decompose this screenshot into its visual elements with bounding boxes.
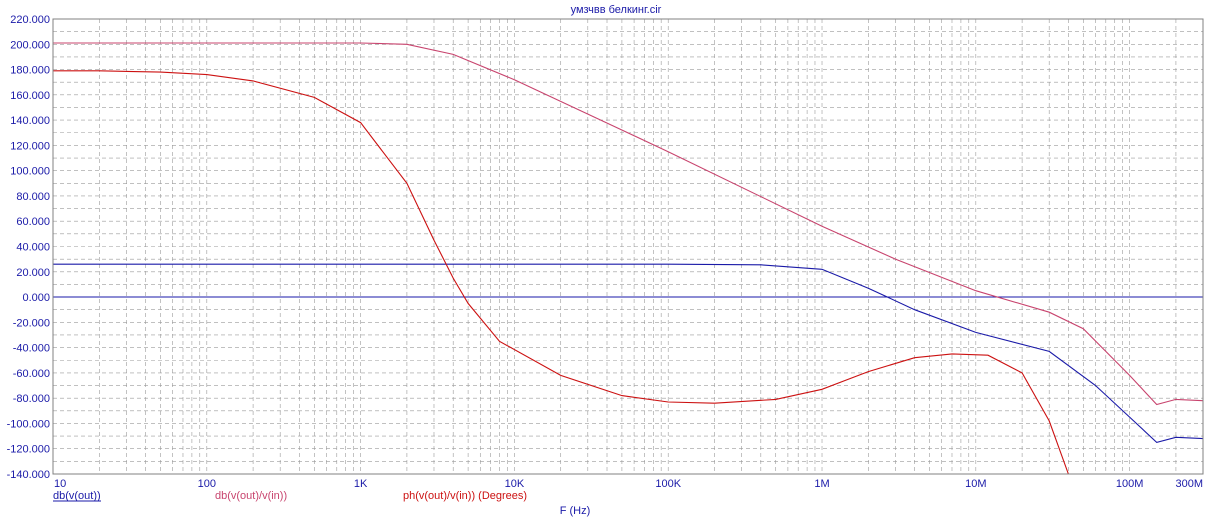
x-tick-label: 10K	[505, 478, 525, 490]
chart-title: умзчвв белкинг.cir	[571, 4, 662, 16]
legend-entry-2: db(v(out)/v(in))	[215, 490, 287, 502]
y-tick-label: 120.000	[10, 140, 50, 152]
x-tick-label: 100K	[655, 478, 681, 490]
y-tick-label: -140.000	[7, 469, 50, 481]
y-axis-ticks: -140.000 -120.000 -100.000 -80.000 -60.000 -4…	[7, 14, 50, 481]
y-tick-label: -60.000	[13, 368, 50, 380]
x-tick-label: 100	[198, 478, 216, 490]
y-tick-label: 40.000	[16, 242, 50, 254]
y-tick-label: 140.000	[10, 115, 50, 127]
y-tick-label: 20.000	[16, 267, 50, 279]
y-tick-label: 0.000	[22, 292, 50, 304]
series-group	[53, 42, 1203, 474]
y-tick-label: 60.000	[16, 216, 50, 228]
y-tick-label: 80.000	[16, 191, 50, 203]
x-tick-label: 100M	[1116, 478, 1144, 490]
legend-entry-3: ph(v(out)/v(in)) (Degrees)	[403, 490, 527, 502]
series-line-3	[53, 70, 1069, 474]
y-tick-label: 220.000	[10, 14, 50, 26]
y-tick-label: 160.000	[10, 90, 50, 102]
y-tick-label: -20.000	[13, 317, 50, 329]
series-line-1	[53, 263, 1203, 444]
y-tick-label: -80.000	[13, 393, 50, 405]
y-tick-label: -40.000	[13, 343, 50, 355]
y-tick-label: 200.000	[10, 39, 50, 51]
legend-entry-1: db(v(out))	[53, 490, 101, 502]
y-tick-label: 180.000	[10, 65, 50, 77]
x-axis-label: F (Hz)	[560, 505, 591, 517]
grid	[53, 19, 1203, 474]
y-tick-label: -100.000	[7, 418, 50, 430]
x-tick-label: 10	[54, 478, 66, 490]
x-axis-ticks: 10 100 1K 10K 100K 1M 10M 100M 300M	[54, 478, 1203, 490]
y-tick-label: 100.000	[10, 166, 50, 178]
x-tick-label: 1K	[354, 478, 368, 490]
x-tick-label: 300M	[1175, 478, 1203, 490]
legend: db(v(out)) db(v(out)/v(in)) ph(v(out)/v(in…	[53, 490, 527, 502]
y-tick-label: -120.000	[7, 444, 50, 456]
series-line-2	[53, 42, 1203, 406]
x-tick-label: 1M	[814, 478, 829, 490]
plot-frame	[52, 18, 1204, 475]
x-tick-label: 10M	[965, 478, 986, 490]
